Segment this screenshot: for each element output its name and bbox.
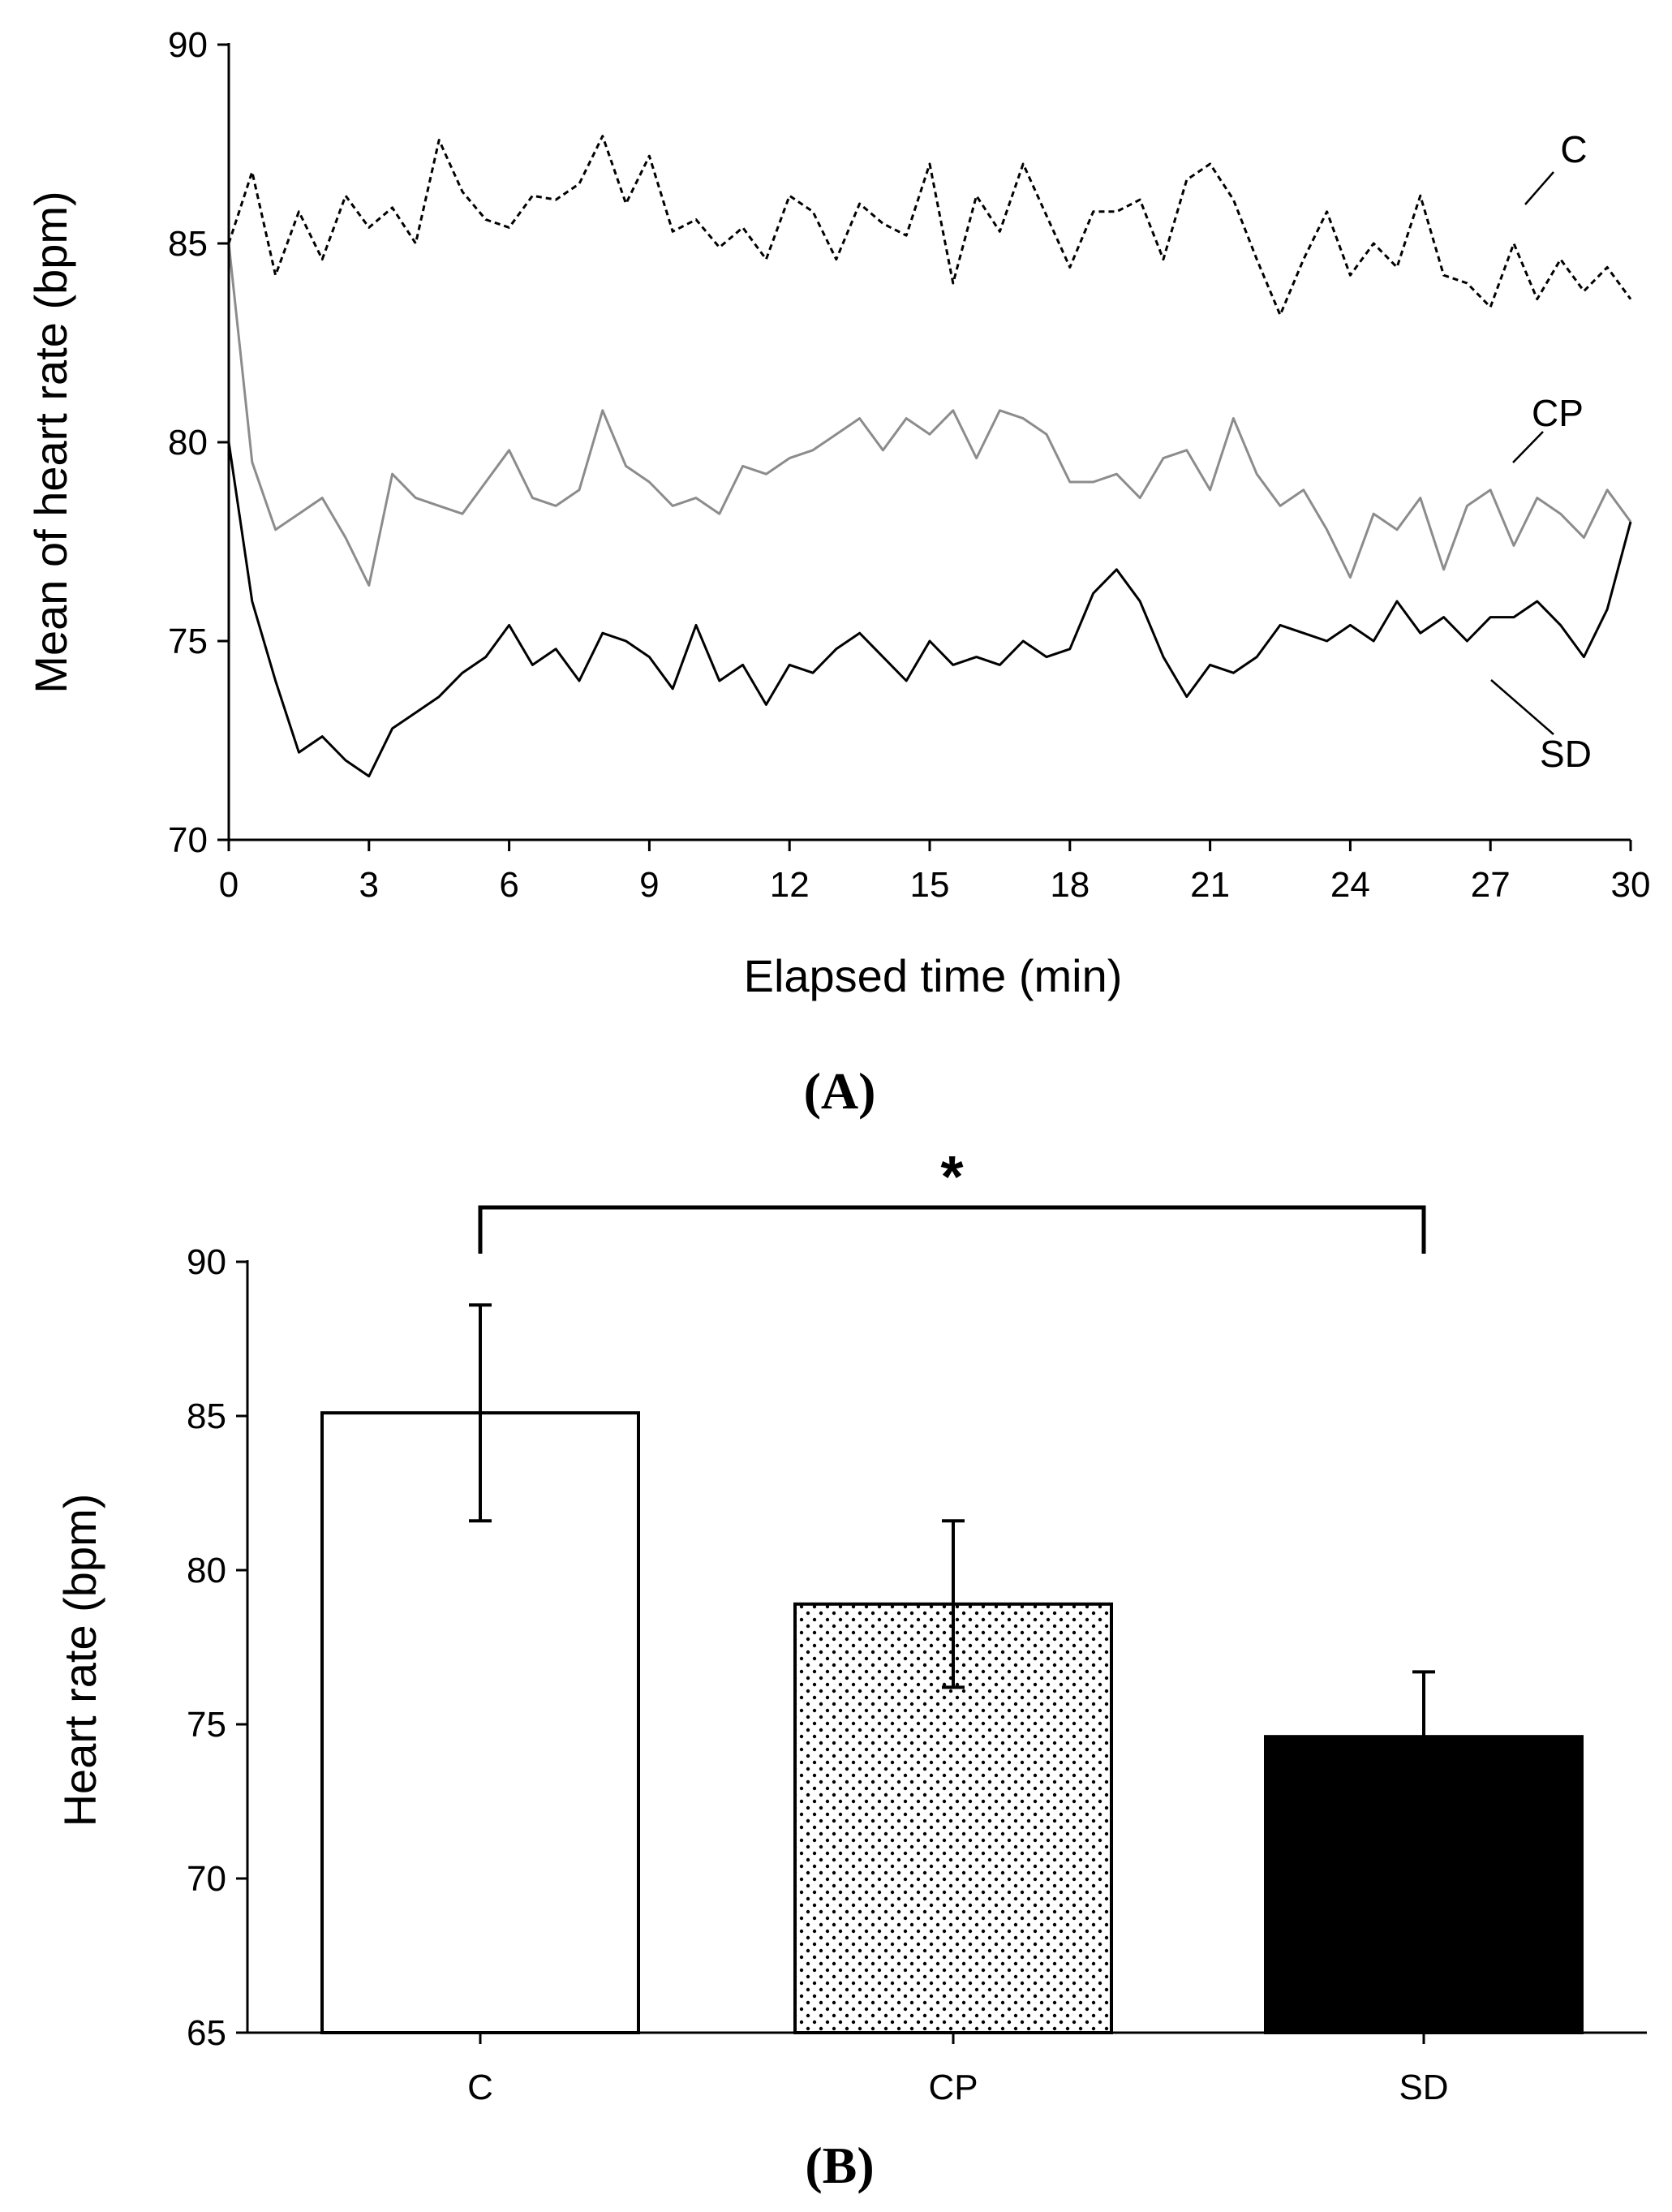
x-tick-label: 0: [219, 865, 239, 905]
x-tick-label-c: C: [467, 2068, 493, 2107]
significance-star: *: [940, 1145, 963, 1210]
panel-b-y-axis-title: Heart rate (bpm): [54, 1494, 105, 1827]
x-tick-label: 21: [1190, 865, 1230, 905]
x-tick-label: 18: [1050, 865, 1090, 905]
x-tick-label: 24: [1330, 865, 1370, 905]
y-tick-label: 70: [168, 820, 208, 860]
panel-b-bars: [320, 1303, 1584, 2035]
y-tick-label: 75: [187, 1705, 226, 1745]
x-tick-label: 27: [1471, 865, 1511, 905]
x-tick-label-cp: CP: [928, 2068, 978, 2107]
x-tick-label: 15: [910, 865, 950, 905]
panel-a-series-labels: C CP SD: [1490, 128, 1592, 775]
y-tick-label: 85: [187, 1396, 226, 1436]
series-leader-cp: [1512, 431, 1544, 463]
panel-b-ticks: C CP SD 65 70 75 80 85 90: [187, 1242, 1449, 2107]
series-line-sd: [227, 441, 1632, 778]
panel-b-bar-chart: C CP SD 65 70 75 80 85 90 * Heart rate (bpm) (B): [54, 1145, 1647, 2194]
panel-a-label: (A): [804, 1062, 876, 1120]
panel-a-series-group: [227, 135, 1632, 778]
x-tick-label: 6: [499, 865, 518, 905]
x-tick-label: 12: [770, 865, 810, 905]
series-label-c: C: [1560, 128, 1587, 170]
panel-a-axes: [227, 43, 1631, 841]
panel-a-x-axis-title: Elapsed time (min): [744, 950, 1123, 1001]
panel-a-y-axis-title: Mean of heart rate (bpm): [25, 191, 76, 693]
panel-a-line-chart: 70 75 80 85 90 0 3 6 9 12 15 18 21 24 27 30 C CP SD Elaps…: [25, 25, 1650, 1120]
series-leader-c: [1524, 171, 1554, 205]
x-tick-label-sd: SD: [1399, 2068, 1448, 2107]
significance-bracket-line: [478, 1205, 1426, 1254]
y-tick-label: 90: [168, 25, 208, 65]
series-line-cp: [227, 243, 1632, 587]
y-tick-label: 70: [187, 1859, 226, 1899]
series-label-cp: CP: [1532, 392, 1584, 434]
series-label-sd: SD: [1540, 733, 1592, 775]
y-tick-label: 80: [168, 423, 208, 463]
x-tick-label: 30: [1611, 865, 1651, 905]
x-tick-label: 9: [639, 865, 659, 905]
y-tick-label: 80: [187, 1551, 226, 1590]
panel-a-ticks: 70 75 80 85 90 0 3 6 9 12 15 18 21 24 27 30: [168, 25, 1650, 905]
y-tick-label: 75: [168, 622, 208, 661]
significance-bracket: *: [478, 1145, 1426, 1254]
series-line-c: [227, 135, 1632, 316]
series-leader-sd: [1490, 679, 1554, 735]
y-tick-label: 65: [187, 2013, 226, 2053]
y-tick-label: 85: [168, 224, 208, 264]
panel-b-label: (B): [805, 2137, 874, 2194]
x-tick-label: 3: [359, 865, 379, 905]
y-tick-label: 90: [187, 1242, 226, 1282]
